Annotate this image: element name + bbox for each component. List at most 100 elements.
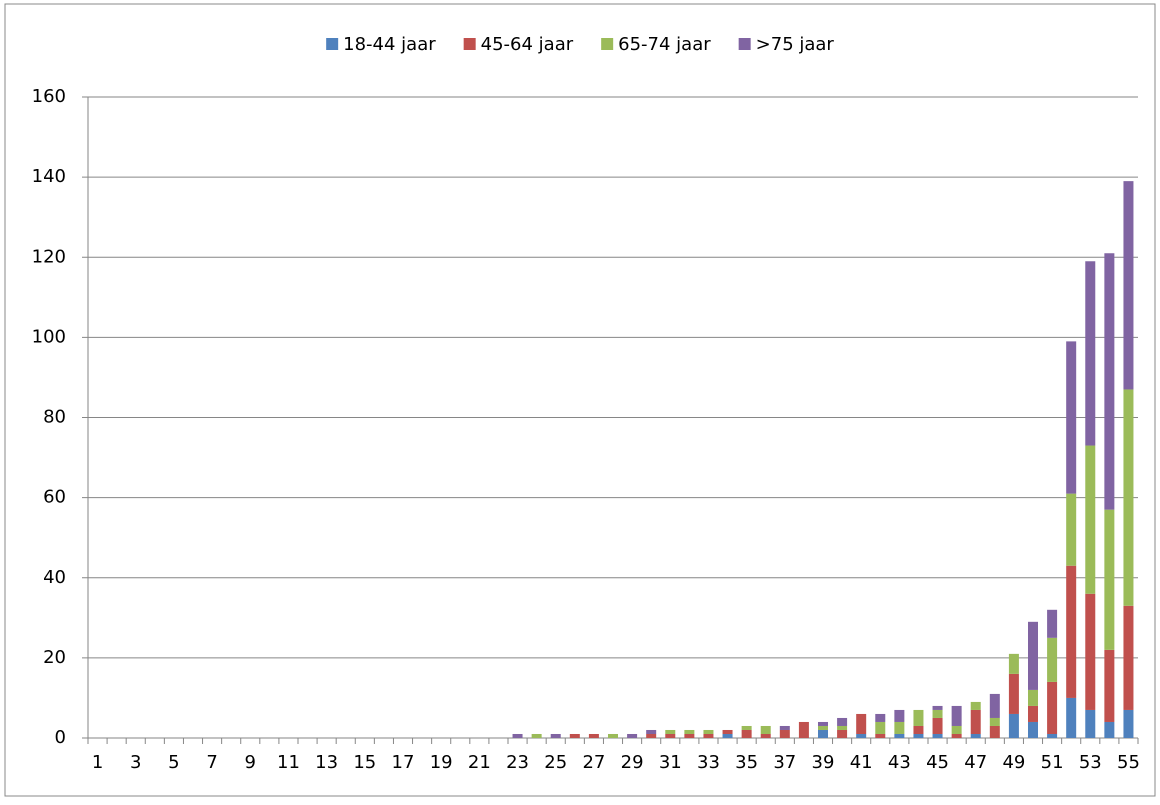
chart-frame	[4, 3, 1156, 797]
bar-segment	[1104, 253, 1115, 510]
bar-segment	[703, 733, 714, 738]
x-tick-label: 45	[926, 752, 949, 773]
bar-segment	[1123, 605, 1134, 710]
x-tick-label: 9	[245, 752, 256, 773]
bar-segment	[531, 733, 542, 738]
y-tick-label: 40	[43, 567, 66, 588]
bar-segment	[1066, 565, 1077, 698]
x-tick-label: 3	[130, 752, 141, 773]
y-tick-label: 160	[32, 86, 66, 107]
bar-segment	[989, 725, 1000, 738]
x-tick-label: 25	[544, 752, 567, 773]
bar-segment	[932, 705, 943, 710]
bar-segment	[1047, 637, 1058, 682]
bar-segment	[1085, 593, 1096, 710]
bar-segment	[1008, 653, 1019, 674]
bar-segment	[818, 725, 828, 730]
bar-segment	[913, 725, 924, 734]
bar-segment	[1047, 609, 1058, 638]
bar-segment	[741, 725, 752, 730]
bar-segment	[875, 721, 886, 734]
bar-segment	[837, 729, 848, 738]
x-tick-label: 35	[735, 752, 758, 773]
bar-segment	[1104, 721, 1115, 738]
x-tick-label: 7	[206, 752, 217, 773]
x-tick-label: 49	[1002, 752, 1025, 773]
bar-segment	[894, 721, 905, 734]
x-tick-label: 19	[430, 752, 453, 773]
bar-segment	[722, 729, 733, 734]
y-tick-label: 140	[32, 166, 66, 187]
x-tick-label: 43	[888, 752, 911, 773]
bar-segment	[1085, 261, 1096, 446]
legend-swatch	[601, 38, 614, 50]
bar-segment	[856, 733, 867, 738]
x-tick-label: 15	[353, 752, 376, 773]
legend-label: >75 jaar	[756, 34, 835, 55]
bar-segment	[1008, 713, 1019, 738]
bar-segment	[684, 733, 695, 738]
bar-segment	[1066, 341, 1077, 494]
bar-segment	[970, 709, 981, 734]
bar-segment	[1047, 681, 1058, 734]
bar-segment	[970, 701, 981, 710]
legend-label: 45-64 jaar	[481, 34, 574, 55]
bar-segment	[951, 705, 962, 726]
bar-segment	[1123, 709, 1134, 738]
x-tick-label: 31	[659, 752, 682, 773]
bar-segment	[1085, 445, 1096, 594]
y-tick-label: 0	[55, 727, 66, 748]
bar-segment	[1085, 709, 1096, 738]
bar-segment	[1047, 733, 1058, 738]
bar-segment	[760, 733, 771, 738]
legend-label: 65-74 jaar	[618, 34, 711, 55]
bar-segment	[779, 729, 790, 738]
y-tick-label: 80	[43, 407, 66, 428]
bar-segment	[837, 725, 848, 730]
bar-segment	[1104, 509, 1115, 650]
legend-swatch	[738, 38, 751, 50]
bar-segment	[588, 733, 599, 738]
bar-segment	[1123, 389, 1134, 606]
bar-segment	[760, 725, 771, 734]
x-tick-label: 29	[621, 752, 644, 773]
bar-segment	[684, 729, 695, 734]
x-tick-label: 51	[1041, 752, 1064, 773]
x-tick-label: 1	[92, 752, 103, 773]
bar-segment	[1028, 621, 1038, 690]
bar-segment	[1028, 705, 1038, 722]
bar-segment	[665, 729, 676, 734]
bar-segment	[951, 733, 962, 738]
x-tick-label: 41	[850, 752, 873, 773]
bar-segment	[1028, 689, 1038, 706]
x-tick-label: 37	[773, 752, 796, 773]
bar-segment	[798, 721, 809, 738]
x-tick-label: 55	[1117, 752, 1140, 773]
bar-segment	[932, 733, 943, 738]
legend-label: 18-44 jaar	[343, 34, 436, 55]
bar-segment	[989, 693, 1000, 718]
legend-swatch	[326, 38, 339, 50]
x-tick-label: 27	[582, 752, 605, 773]
bar-segment	[627, 733, 638, 738]
x-tick-label: 47	[964, 752, 987, 773]
bar-segment	[512, 733, 523, 738]
bar-segment	[569, 733, 580, 738]
bar-segment	[837, 717, 848, 726]
bar-segment	[1104, 649, 1115, 722]
x-tick-label: 39	[812, 752, 835, 773]
x-tick-label: 23	[506, 752, 529, 773]
legend-swatch	[463, 38, 476, 50]
bar-segment	[875, 733, 886, 738]
y-tick-label: 20	[43, 647, 66, 668]
bar-segment	[1123, 181, 1134, 390]
bar-segment	[818, 721, 828, 726]
bar-segment	[703, 729, 714, 734]
x-tick-label: 53	[1079, 752, 1102, 773]
bar-segment	[1028, 721, 1038, 738]
bar-segment	[932, 709, 943, 718]
bar-segment	[970, 733, 981, 738]
x-tick-label: 17	[392, 752, 415, 773]
bar-segment	[951, 725, 962, 734]
